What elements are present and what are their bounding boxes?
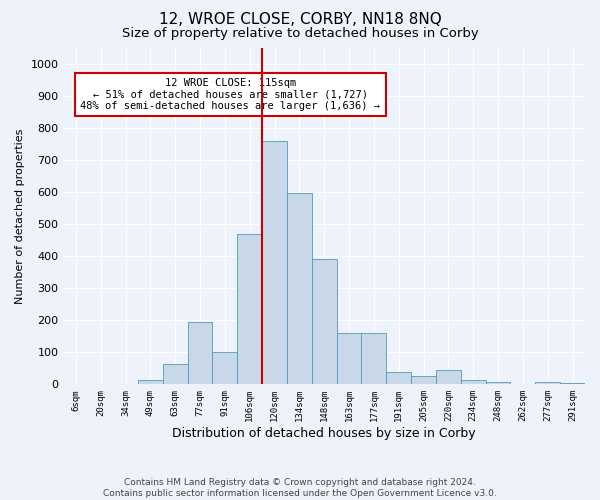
Bar bbox=[287, 194, 312, 384]
Text: 12, WROE CLOSE, CORBY, NN18 8NQ: 12, WROE CLOSE, CORBY, NN18 8NQ bbox=[158, 12, 442, 28]
Bar bbox=[361, 333, 386, 384]
Y-axis label: Number of detached properties: Number of detached properties bbox=[15, 128, 25, 304]
Bar bbox=[436, 370, 461, 384]
Bar bbox=[163, 364, 188, 384]
Bar bbox=[337, 333, 361, 384]
Text: Contains HM Land Registry data © Crown copyright and database right 2024.
Contai: Contains HM Land Registry data © Crown c… bbox=[103, 478, 497, 498]
Text: Size of property relative to detached houses in Corby: Size of property relative to detached ho… bbox=[122, 28, 478, 40]
X-axis label: Distribution of detached houses by size in Corby: Distribution of detached houses by size … bbox=[172, 427, 476, 440]
Bar bbox=[386, 372, 411, 384]
Bar bbox=[560, 382, 585, 384]
Bar bbox=[411, 376, 436, 384]
Bar bbox=[237, 234, 262, 384]
Bar bbox=[312, 259, 337, 384]
Bar bbox=[212, 352, 237, 384]
Bar bbox=[485, 382, 511, 384]
Bar bbox=[262, 140, 287, 384]
Bar bbox=[535, 382, 560, 384]
Bar bbox=[188, 322, 212, 384]
Text: 12 WROE CLOSE: 115sqm
← 51% of detached houses are smaller (1,727)
48% of semi-d: 12 WROE CLOSE: 115sqm ← 51% of detached … bbox=[80, 78, 380, 111]
Bar bbox=[138, 380, 163, 384]
Bar bbox=[461, 380, 485, 384]
